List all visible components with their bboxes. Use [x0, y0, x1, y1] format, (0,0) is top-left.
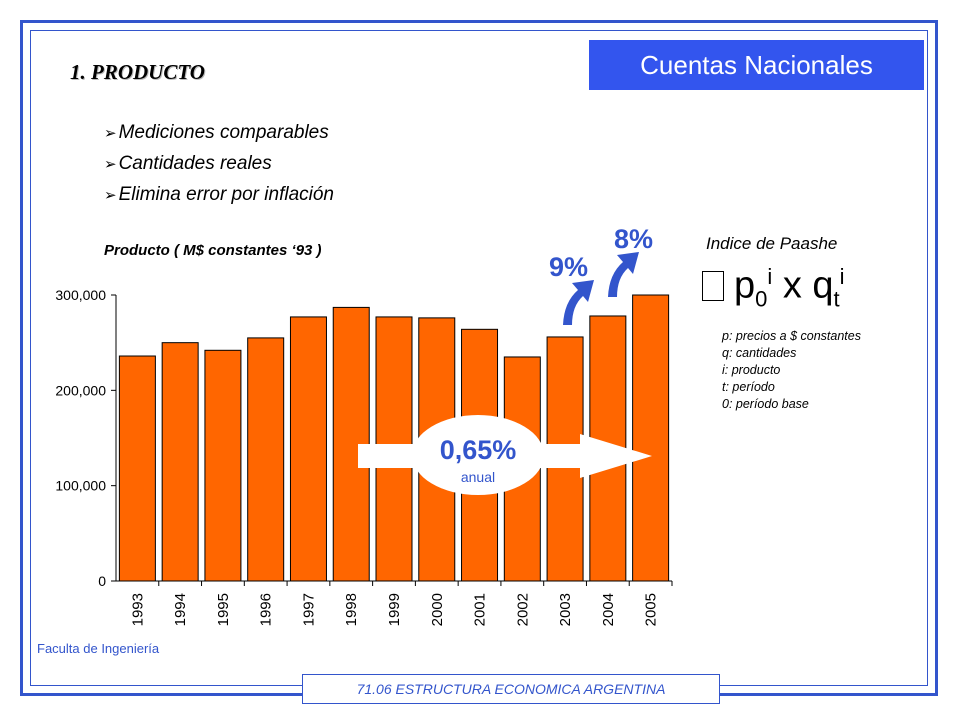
arrow-bullet-icon: ➢: [104, 156, 117, 173]
x-tick-label: 1997: [300, 593, 317, 626]
y-tick-label: 0: [98, 573, 106, 589]
legend-item: t: período: [722, 380, 775, 394]
bullet-list: ➢ Mediciones comparables ➢ Cantidades real…: [104, 117, 334, 210]
bar-2005: [632, 294, 670, 582]
annual-growth-value: 0,65%: [440, 435, 517, 465]
bar-1997: [289, 316, 327, 582]
paasche-formula: p0i x qti: [702, 264, 845, 312]
x-tick-label: 2002: [514, 593, 531, 626]
y-tick-label: 300,000: [55, 287, 106, 303]
chart-title: Producto ( M$ constantes ‘93 ): [104, 242, 322, 259]
legend-item: i: producto: [722, 363, 781, 377]
faculty-label: Faculta de Ingeniería: [37, 641, 160, 656]
x-tick-label: 1994: [172, 593, 189, 626]
summation-symbol-icon: [702, 270, 724, 301]
growth-arrow-icon: [563, 280, 594, 325]
growth-rate-label: 8%: [614, 224, 654, 254]
legend-item: p: precios a $ constantes: [722, 329, 861, 343]
annual-growth-label: anual: [461, 469, 495, 485]
x-tick-label: 1998: [343, 593, 360, 626]
x-tick-label: 1995: [215, 593, 232, 626]
bar-1993: [118, 355, 156, 582]
annual-ellipse: [412, 415, 544, 495]
bar-1995: [204, 349, 242, 582]
bullet-item: ➢ Cantidades reales: [104, 148, 334, 179]
paasche-legend: p: precios a $ constantes q: cantidades …: [722, 328, 861, 413]
paasche-title: Indice de Paashe: [706, 234, 838, 253]
x-tick-label: 2003: [557, 593, 574, 626]
bullet-item: ➢ Mediciones comparables: [104, 117, 334, 148]
y-tick-label: 200,000: [55, 382, 106, 398]
legend-item: 0: período base: [722, 397, 809, 411]
x-tick-label: 2005: [643, 593, 660, 626]
x-tick-label: 2001: [472, 593, 489, 626]
legend-item: q: cantidades: [722, 346, 797, 360]
growth-arrow-icon: [608, 252, 639, 297]
bar-1994: [161, 342, 199, 582]
x-tick-label: 1993: [129, 593, 146, 626]
arrow-bullet-icon: ➢: [104, 125, 117, 142]
y-tick-label: 100,000: [55, 478, 106, 494]
bullet-text: Mediciones comparables: [118, 122, 329, 143]
bullet-text: Elimina error por inflación: [118, 184, 334, 205]
course-footer: 71.06 ESTRUCTURA ECONOMICA ARGENTINA: [302, 674, 720, 704]
bullet-text: Cantidades reales: [118, 153, 272, 174]
x-tick-label: 1996: [258, 593, 275, 626]
growth-rate-label: 9%: [549, 252, 589, 282]
bar-1996: [247, 337, 285, 582]
section-title: 1. PRODUCTO: [70, 60, 205, 84]
x-tick-label: 2004: [600, 593, 617, 626]
x-tick-label: 2000: [429, 593, 446, 626]
x-tick-label: 1999: [386, 593, 403, 626]
header-title: Cuentas Nacionales: [589, 40, 924, 90]
bullet-item: ➢ Elimina error por inflación: [104, 179, 334, 210]
arrow-bullet-icon: ➢: [104, 187, 117, 204]
